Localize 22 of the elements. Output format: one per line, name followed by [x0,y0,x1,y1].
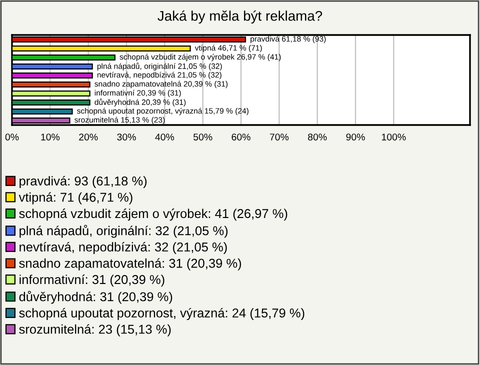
x-tick-label: 50% [193,134,212,140]
x-tick-label: 60% [232,134,250,140]
x-tick-label: 10% [41,134,60,140]
x-tick-label: 40% [155,134,174,140]
x-tick-label: 0% [5,134,19,140]
legend-label: nevtíravá, nepodbízivá: 32 (21,05 %) [20,242,227,254]
x-tick-label: 20% [79,134,98,140]
legend-label: důvěryhodná: 31 (20,39 %) [19,290,172,304]
x-tick-label: 90% [346,134,365,140]
legend-label: srozumitelná: 23 (15,13 %) [19,324,171,336]
legend-label: plná nápadů, originální: 32 (21,05 %) [20,224,228,238]
x-tick-label: 80% [308,134,327,140]
legend-label: vtipná: 71 (46,71 %) [18,192,132,204]
x-tick-label: 100% [382,134,406,140]
x-tick-label: 70% [270,134,289,140]
legend-label: snadno zapamatovatelná: 31 (20,39 %) [19,258,242,270]
legend-label: schopná vzbudit zájem o výrobek: 41 (26,97 %) [19,208,288,221]
x-tick-label: 30% [117,134,136,140]
chart-title: Jaká by měla být reklama? [158,10,322,24]
legend-label: informativní: 31 (20,39 %) [20,274,164,287]
legend-label: pravdivá: 93 (61,18 %) [20,176,147,188]
legend-label: schopná upoutat pozornost, výrazná: 24 (15,79 %) [19,308,304,320]
